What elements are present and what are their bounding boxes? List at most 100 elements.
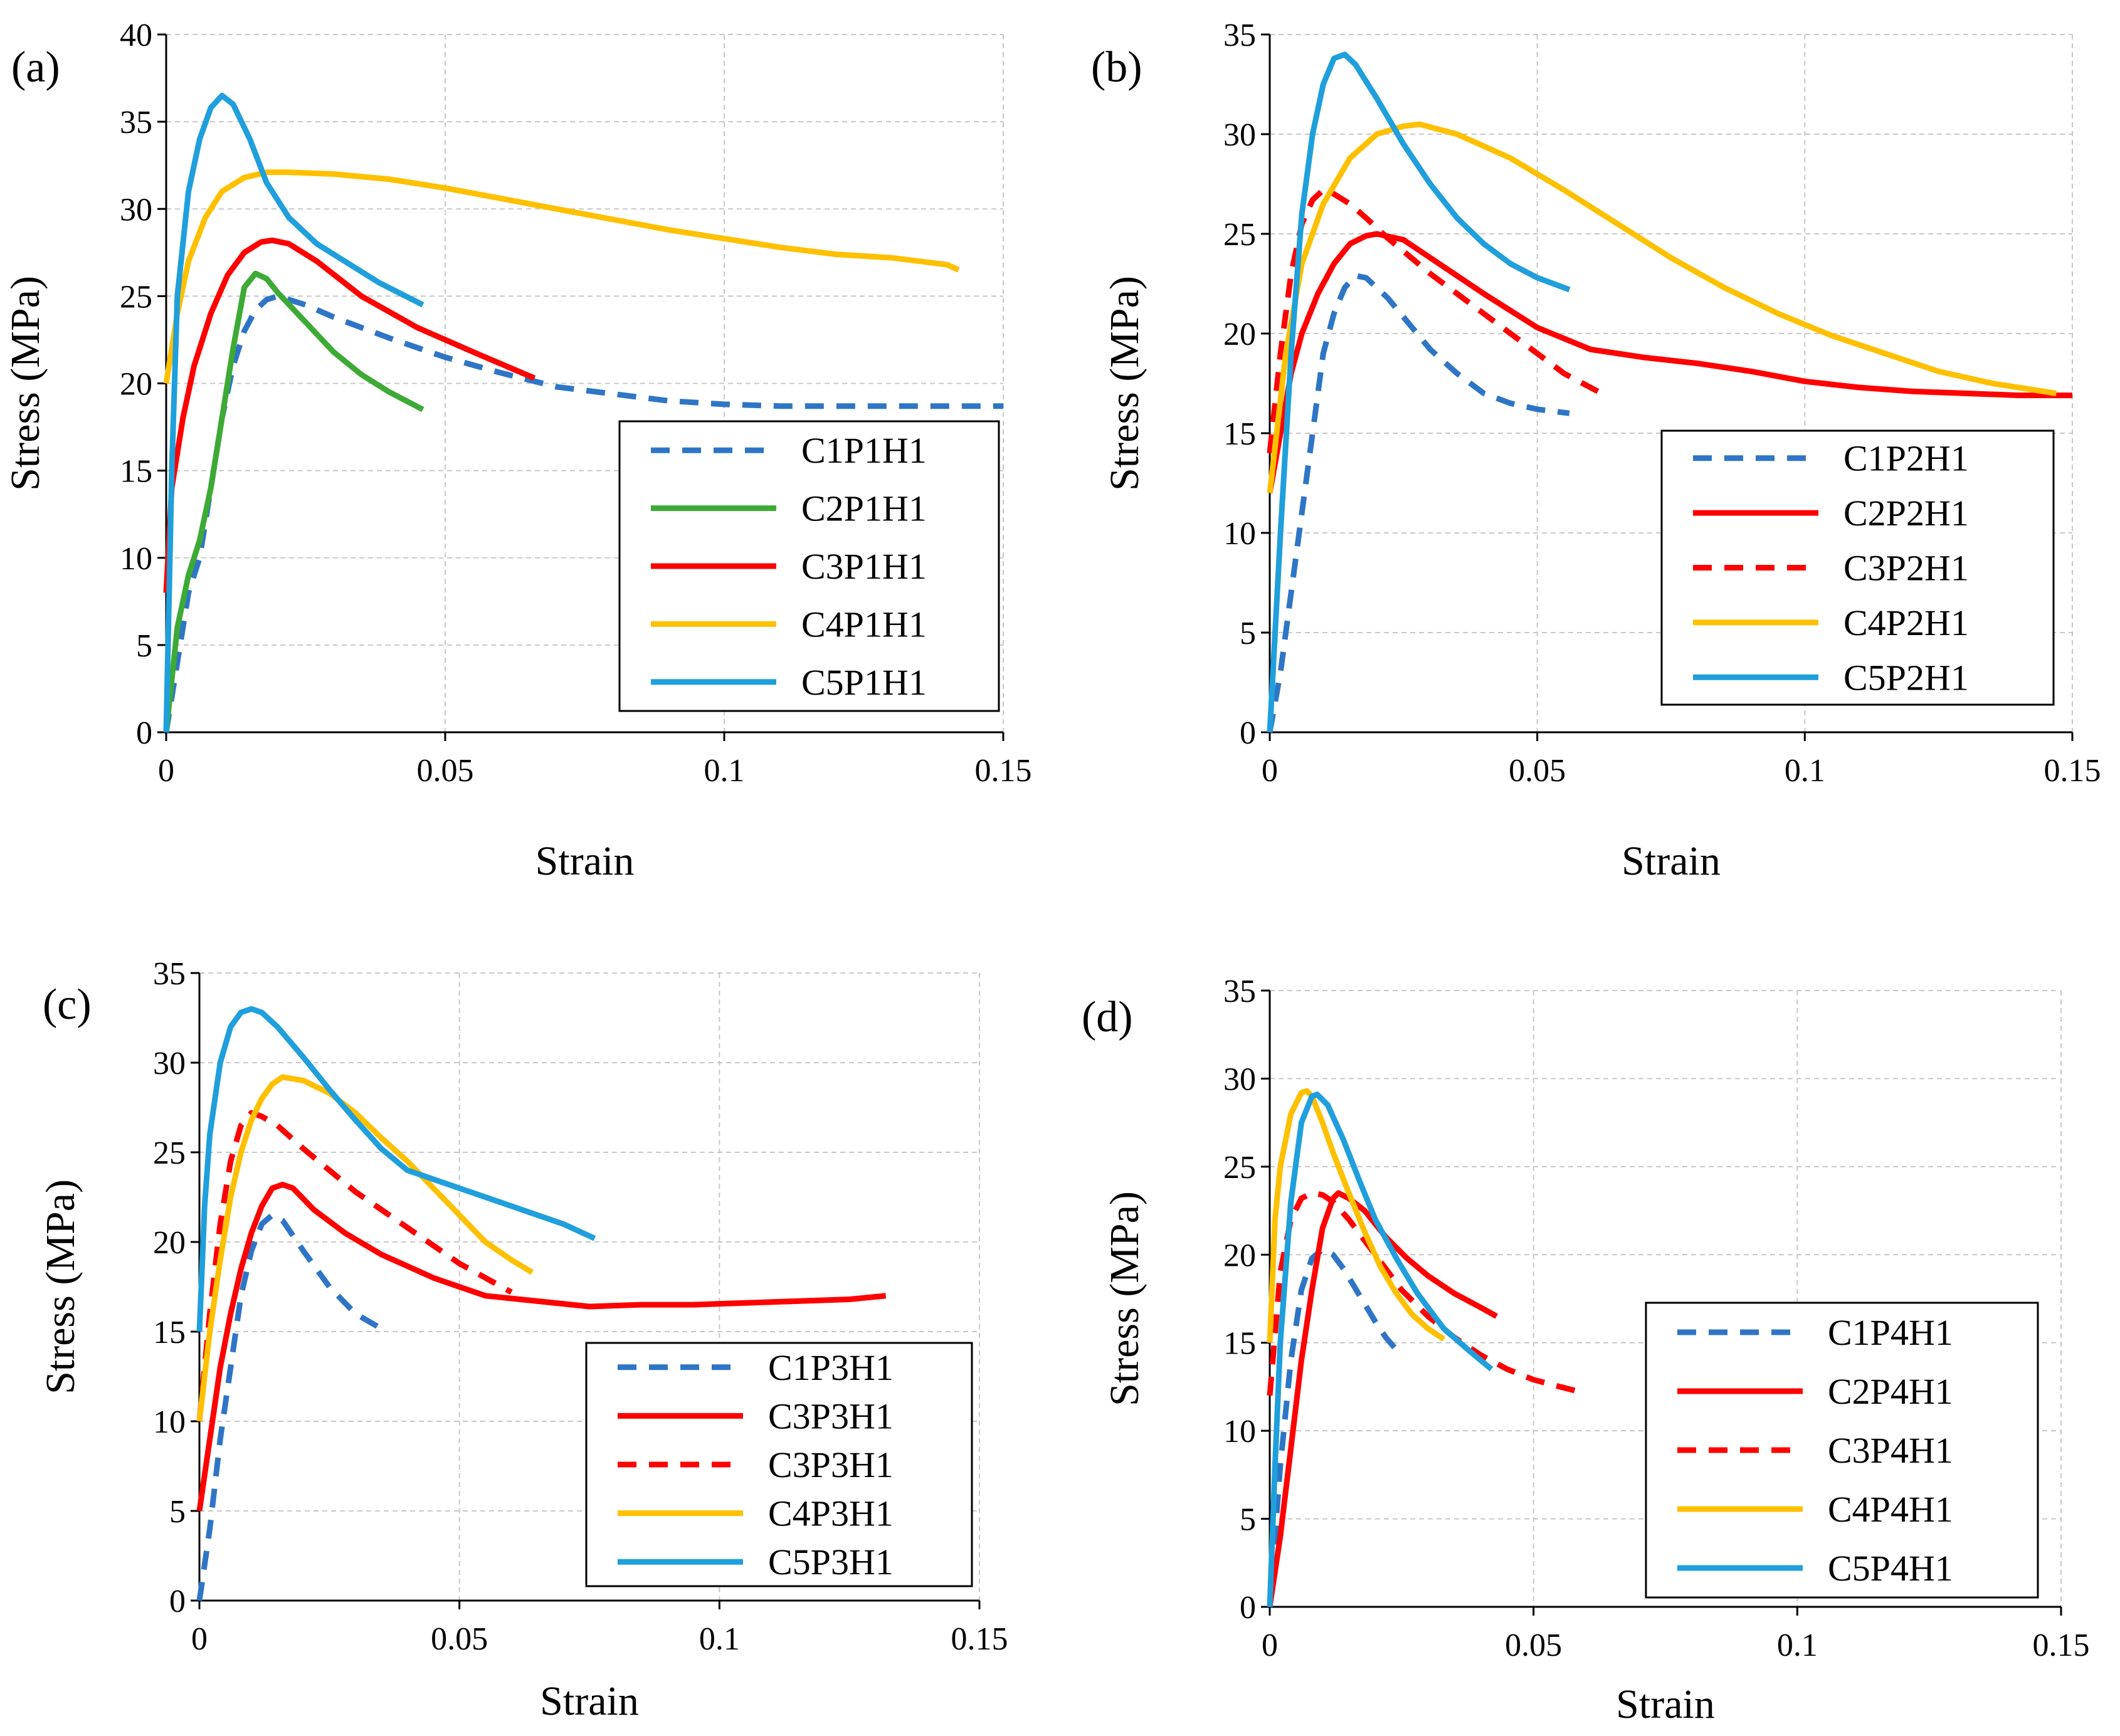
series-line-c2p2h1	[1267, 231, 2072, 494]
y-tick-label: 25	[1223, 217, 1256, 253]
legend-label: C3P1H1	[801, 546, 927, 587]
y-tick-label: 0	[136, 715, 152, 751]
series-line-c1p1h1	[163, 293, 1003, 733]
series-line-c1p4h1	[1267, 1246, 1404, 1607]
y-axis-title: Stress (MPa)	[1102, 276, 1147, 491]
y-tick-label: 10	[1223, 1414, 1256, 1449]
y-axis-title: Stress (MPa)	[38, 1179, 83, 1394]
series-line-c3p4h1	[1267, 1190, 1582, 1396]
legend-label: C3P4H1	[1828, 1430, 1953, 1471]
legend-label: C2P2H1	[1843, 493, 1969, 534]
series-line-c2p4h1	[1267, 1190, 1498, 1607]
y-tick-label: 10	[1223, 516, 1256, 552]
x-tick-label: 0.1	[1785, 753, 1825, 789]
x-tick-label: 0.05	[431, 1621, 488, 1657]
legend-label: C4P3H1	[768, 1493, 894, 1534]
series-line-c5p3h1	[196, 1006, 596, 1332]
legend-label: C5P2H1	[1843, 657, 1969, 698]
y-tick-label: 5	[136, 628, 152, 664]
series-line-c4p2h1	[1267, 121, 2057, 493]
legend-label: C4P4H1	[1828, 1489, 1953, 1530]
x-tick-label: 0.15	[2044, 753, 2101, 789]
legend-label: C1P3H1	[768, 1347, 894, 1388]
x-tick-label: 0.1	[699, 1621, 740, 1657]
legend-label: C5P1H1	[801, 662, 927, 703]
legend-label: C2P1H1	[801, 488, 927, 529]
y-tick-label: 15	[1223, 416, 1256, 452]
x-tick-label: 0.15	[2033, 1628, 2090, 1663]
x-tick-label: 0.1	[704, 753, 745, 789]
legend-label: C2P4H1	[1828, 1371, 1953, 1412]
y-tick-label: 15	[120, 454, 152, 490]
panel-label: (c)	[43, 981, 92, 1029]
y-tick-label: 5	[1240, 616, 1256, 651]
series-line-c5p2h1	[1267, 51, 1571, 733]
y-tick-label: 10	[120, 541, 152, 577]
y-tick-label: 5	[169, 1494, 186, 1530]
x-tick-label: 0.05	[1509, 753, 1566, 789]
legend-label: C4P2H1	[1843, 602, 1969, 643]
chart-panel-2: 0 0.05 0.1 0.15 0 5 10 15 20 25 30 35 Strain Stress (…	[38, 956, 1008, 1724]
y-tick-label: 5	[1240, 1502, 1256, 1538]
y-tick-label: 0	[1240, 715, 1256, 751]
y-tick-label: 35	[153, 956, 186, 992]
x-tick-label: 0	[158, 753, 174, 789]
legend: C1P3H1 C3P3H1 C3P3H1 C4P3H1 C5P3H1	[585, 1342, 973, 1587]
chart-panel-0: 0 0.05 0.1 0.15 0 5 10 15 20 25 30 35 40 Strain Stress…	[3, 18, 1032, 884]
x-axis-title: Strain	[1616, 1681, 1715, 1727]
series-line-c4p4h1	[1267, 1088, 1446, 1343]
y-tick-label: 20	[1223, 317, 1256, 352]
series-line-c3p3h1	[196, 1110, 513, 1422]
x-tick-label: 0.15	[975, 753, 1032, 789]
y-axis-title: Stress (MPa)	[3, 276, 48, 491]
panel-label: (d)	[1082, 993, 1133, 1041]
y-tick-label: 25	[120, 279, 152, 315]
legend: C1P1H1 C2P1H1 C3P1H1 C4P1H1 C5P1H1	[618, 420, 1000, 712]
y-tick-label: 35	[120, 105, 152, 140]
legend: C1P4H1 C2P4H1 C3P4H1 C4P4H1 C5P4H1	[1645, 1302, 2039, 1599]
x-tick-label: 0	[1262, 1628, 1278, 1663]
y-tick-label: 35	[1223, 18, 1256, 53]
legend-label: C3P2H1	[1843, 548, 1969, 589]
y-tick-label: 15	[153, 1315, 186, 1350]
legend-label: C4P1H1	[801, 604, 927, 644]
series-line-c4p1h1	[163, 169, 960, 384]
y-tick-label: 20	[1223, 1238, 1256, 1273]
y-tick-label: 15	[1223, 1326, 1256, 1362]
y-tick-label: 30	[1223, 1061, 1256, 1097]
panel-label: (a)	[11, 43, 60, 92]
legend-label: C1P2H1	[1843, 438, 1969, 479]
legend-label: C5P4H1	[1828, 1548, 1953, 1589]
y-tick-label: 40	[120, 18, 152, 53]
panel-label: (b)	[1091, 43, 1142, 92]
x-tick-label: 0.1	[1777, 1628, 1818, 1663]
y-tick-label: 30	[120, 192, 152, 228]
chart-panel-3: 0 0.05 0.1 0.15 0 5 10 15 20 25 30 35 Strain Stress (…	[1082, 974, 2090, 1727]
series-line-c1p2h1	[1267, 273, 1570, 733]
y-tick-label: 35	[1223, 974, 1256, 1009]
x-tick-label: 0.15	[951, 1621, 1008, 1657]
x-tick-label: 0.05	[1505, 1628, 1562, 1663]
y-tick-label: 0	[1240, 1590, 1256, 1626]
x-tick-label: 0	[1262, 753, 1278, 789]
legend-label: C1P1H1	[801, 430, 927, 471]
legend-label: C3P3H1	[768, 1444, 894, 1485]
series-line-c3p3h1	[196, 1182, 887, 1512]
y-tick-label: 20	[153, 1225, 186, 1261]
legend-label: C3P3H1	[768, 1396, 894, 1436]
y-tick-label: 10	[153, 1404, 186, 1440]
series-line-c3p2h1	[1267, 187, 1603, 454]
legend-label: C5P3H1	[768, 1542, 894, 1582]
series-line-c2p1h1	[163, 270, 425, 733]
y-tick-label: 30	[153, 1046, 186, 1081]
x-axis-title: Strain	[540, 1678, 639, 1724]
y-tick-label: 0	[169, 1584, 186, 1619]
y-tick-label: 30	[1223, 117, 1256, 153]
series-line-c5p4h1	[1267, 1092, 1494, 1607]
y-tick-label: 25	[1223, 1150, 1256, 1186]
y-tick-label: 25	[153, 1135, 186, 1171]
y-axis-title: Stress (MPa)	[1102, 1191, 1147, 1406]
series-line-c4p3h1	[196, 1074, 534, 1422]
series-line-c1p3h1	[196, 1212, 388, 1601]
x-axis-title: Strain	[1622, 838, 1721, 884]
